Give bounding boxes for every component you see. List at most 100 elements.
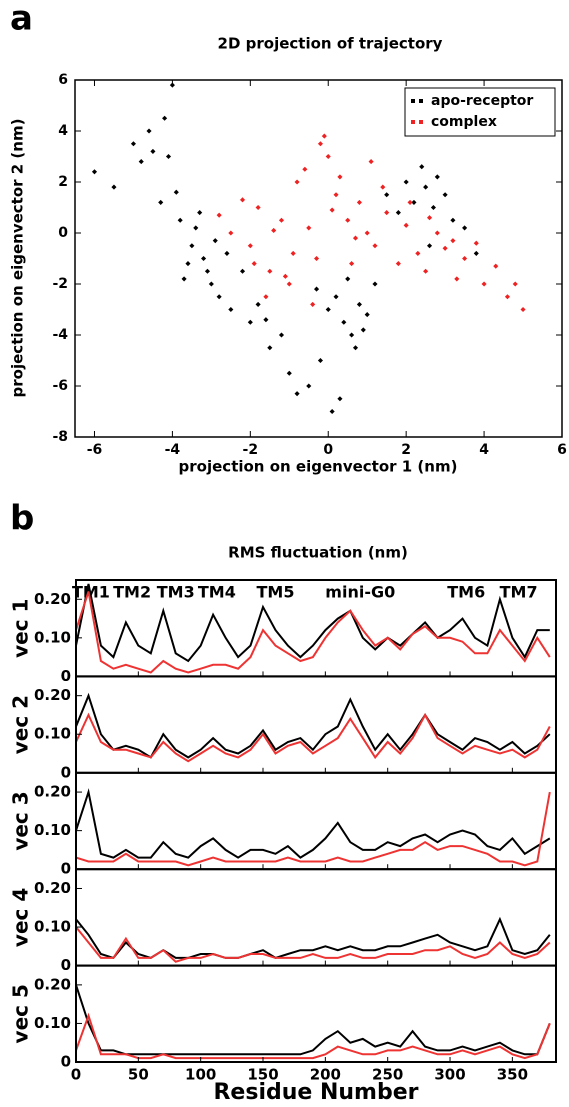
- point: [504, 294, 511, 300]
- y-tick-label: 0.10: [34, 628, 71, 646]
- point: [146, 128, 152, 134]
- point: [302, 166, 308, 172]
- point: [317, 141, 323, 147]
- point: [434, 230, 440, 236]
- point: [329, 207, 335, 213]
- point: [189, 243, 195, 249]
- point: [356, 199, 362, 205]
- point: [150, 148, 156, 154]
- point: [345, 217, 351, 223]
- point: [341, 319, 347, 325]
- region-label: TM3: [157, 583, 195, 602]
- y-tick-label: 0: [61, 956, 71, 974]
- point: [356, 301, 362, 307]
- point: [314, 255, 320, 262]
- point: [403, 179, 409, 185]
- x-tick-label: 4: [479, 442, 489, 458]
- point: [352, 345, 359, 351]
- point: [173, 189, 179, 195]
- plot-frame: [75, 675, 557, 774]
- x-tick-label: -4: [165, 442, 181, 458]
- chart-title: RMS fluctuation (nm): [228, 544, 408, 562]
- panel-label: a: [10, 0, 33, 39]
- y-tick-label: 0.10: [34, 821, 71, 839]
- x-tick-label: 0: [71, 1066, 81, 1084]
- point: [403, 222, 409, 228]
- point: [442, 192, 448, 198]
- region-label: TM7: [500, 583, 538, 602]
- y-tick-label: 0.10: [34, 918, 71, 936]
- point: [247, 243, 253, 249]
- panel-label: b: [10, 499, 34, 539]
- y-tick-label: 0.20: [34, 686, 71, 704]
- chart-title: 2D projection of trajectory: [218, 35, 443, 53]
- point: [294, 391, 300, 397]
- point: [278, 332, 285, 338]
- point: [314, 286, 320, 292]
- x-tick-label: 350: [497, 1066, 528, 1084]
- point: [395, 210, 401, 216]
- point: [395, 261, 401, 267]
- y-tick-label: 2: [58, 174, 68, 190]
- line-series: [75, 984, 551, 1056]
- x-tick-label: -2: [243, 442, 259, 458]
- line-series: [75, 791, 551, 867]
- y-axis-label: vec 5: [9, 984, 33, 1043]
- region-label: TM4: [198, 583, 236, 602]
- point: [255, 204, 261, 211]
- point: [306, 383, 312, 389]
- point: [329, 408, 335, 415]
- y-tick-label: -8: [52, 429, 68, 445]
- line-series: [75, 916, 551, 960]
- point: [239, 268, 246, 274]
- point: [267, 345, 273, 351]
- point: [208, 281, 214, 287]
- region-label: TM2: [113, 583, 151, 602]
- x-tick-label: 250: [372, 1066, 403, 1084]
- point: [162, 115, 168, 121]
- legend-label: apo-receptor: [431, 93, 533, 109]
- point: [278, 217, 285, 223]
- point: [185, 261, 191, 267]
- point: [282, 273, 288, 279]
- legend-label: complex: [431, 114, 497, 130]
- point: [380, 184, 386, 190]
- point: [169, 82, 175, 88]
- x-tick-label: 300: [434, 1066, 465, 1084]
- line-series: [75, 788, 551, 859]
- y-axis-label: vec 2: [9, 695, 33, 754]
- point: [423, 184, 429, 190]
- point: [352, 235, 359, 241]
- legend-swatch: [419, 120, 423, 124]
- point: [321, 133, 327, 139]
- point: [345, 276, 351, 282]
- point: [442, 245, 448, 251]
- point: [368, 159, 374, 165]
- y-tick-label: 0: [58, 225, 68, 241]
- region-label: TM5: [256, 583, 294, 602]
- point: [181, 276, 187, 282]
- x-tick-label: -6: [87, 442, 103, 458]
- point: [130, 141, 136, 147]
- point: [364, 230, 370, 236]
- point: [384, 192, 390, 198]
- point: [473, 250, 479, 256]
- point: [337, 396, 343, 402]
- point: [228, 306, 234, 313]
- line-series: [75, 591, 551, 674]
- y-tick-label: 6: [58, 72, 68, 88]
- point: [372, 243, 378, 249]
- line-series: [75, 712, 551, 763]
- point: [177, 217, 183, 223]
- y-tick-label: 0: [61, 1053, 71, 1071]
- point: [512, 281, 518, 287]
- point: [462, 225, 468, 231]
- y-tick-label: 0.10: [34, 1014, 71, 1032]
- point: [415, 250, 421, 256]
- point: [228, 230, 234, 236]
- region-label: TM6: [447, 583, 485, 602]
- point: [286, 370, 292, 376]
- point: [201, 255, 207, 262]
- point: [204, 268, 211, 274]
- y-tick-label: 0: [61, 667, 71, 685]
